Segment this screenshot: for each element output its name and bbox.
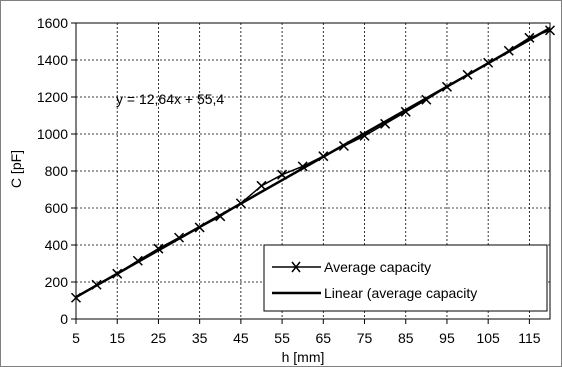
- data-point-marker: [359, 130, 370, 141]
- x-tick-label: 75: [357, 330, 373, 346]
- y-tick-label: 1200: [37, 89, 68, 105]
- y-tick-label: 200: [45, 274, 69, 290]
- data-point-marker: [153, 243, 164, 254]
- y-tick-label: 1400: [37, 52, 68, 68]
- data-point-marker: [91, 279, 102, 290]
- x-tick-label: 85: [398, 330, 414, 346]
- data-point-marker: [483, 57, 494, 68]
- data-point-marker: [235, 198, 246, 209]
- data-point-marker: [462, 69, 473, 80]
- data-point-marker: [441, 81, 452, 92]
- legend-label-linear-fit: Linear (average capacity: [324, 285, 477, 301]
- data-point-marker: [277, 169, 288, 180]
- y-tick-label: 1600: [37, 15, 68, 31]
- x-tick-label: 15: [109, 330, 125, 346]
- x-axis-label: h [mm]: [282, 349, 325, 365]
- y-tick-label: 600: [45, 200, 69, 216]
- x-tick-label: 115: [518, 330, 541, 346]
- x-tick-label: 45: [233, 330, 249, 346]
- x-axis-ticks: 5 15 25 35 45 55 65 75 85 95 105 115: [72, 319, 541, 346]
- data-point-marker: [318, 151, 329, 162]
- data-point-marker: [256, 180, 267, 191]
- y-tick-label: 400: [45, 237, 69, 253]
- data-point-marker: [215, 211, 226, 222]
- x-tick-label: 35: [192, 330, 208, 346]
- legend-marker-x: [291, 261, 301, 273]
- data-point-marker: [132, 255, 143, 266]
- y-axis-label: C [pF]: [8, 150, 24, 188]
- legend-label-average-capacity: Average capacity: [324, 259, 431, 275]
- data-point-marker: [194, 222, 205, 233]
- trendline-equation: y = 12,64x + 55,4: [116, 91, 224, 107]
- series-markers: [70, 25, 556, 303]
- data-point-marker: [112, 268, 123, 279]
- data-point-marker: [338, 140, 349, 152]
- x-tick-label: 65: [316, 330, 332, 346]
- data-point-marker: [544, 25, 556, 36]
- y-tick-label: 800: [45, 163, 69, 179]
- data-point-marker: [524, 32, 535, 43]
- y-axis-ticks: 0 200 400 600 800 1000 1200 1400 1600: [37, 15, 76, 327]
- x-tick-label: 95: [439, 330, 455, 346]
- data-point-marker: [174, 232, 185, 243]
- data-point-marker: [297, 161, 308, 172]
- legend: Average capacity Linear (average capacit…: [263, 244, 548, 312]
- data-point-marker: [70, 292, 82, 303]
- x-tick-label: 5: [72, 330, 80, 346]
- x-tick-label: 55: [274, 330, 290, 346]
- data-point-marker: [400, 106, 411, 117]
- legend-box: [263, 244, 548, 312]
- data-point-marker: [421, 94, 432, 105]
- data-point-marker: [380, 118, 391, 129]
- y-tick-label: 1000: [37, 126, 68, 142]
- x-tick-label: 105: [476, 330, 500, 346]
- x-tick-label: 25: [151, 330, 167, 346]
- data-point-marker: [503, 45, 514, 56]
- y-tick-label: 0: [60, 311, 68, 327]
